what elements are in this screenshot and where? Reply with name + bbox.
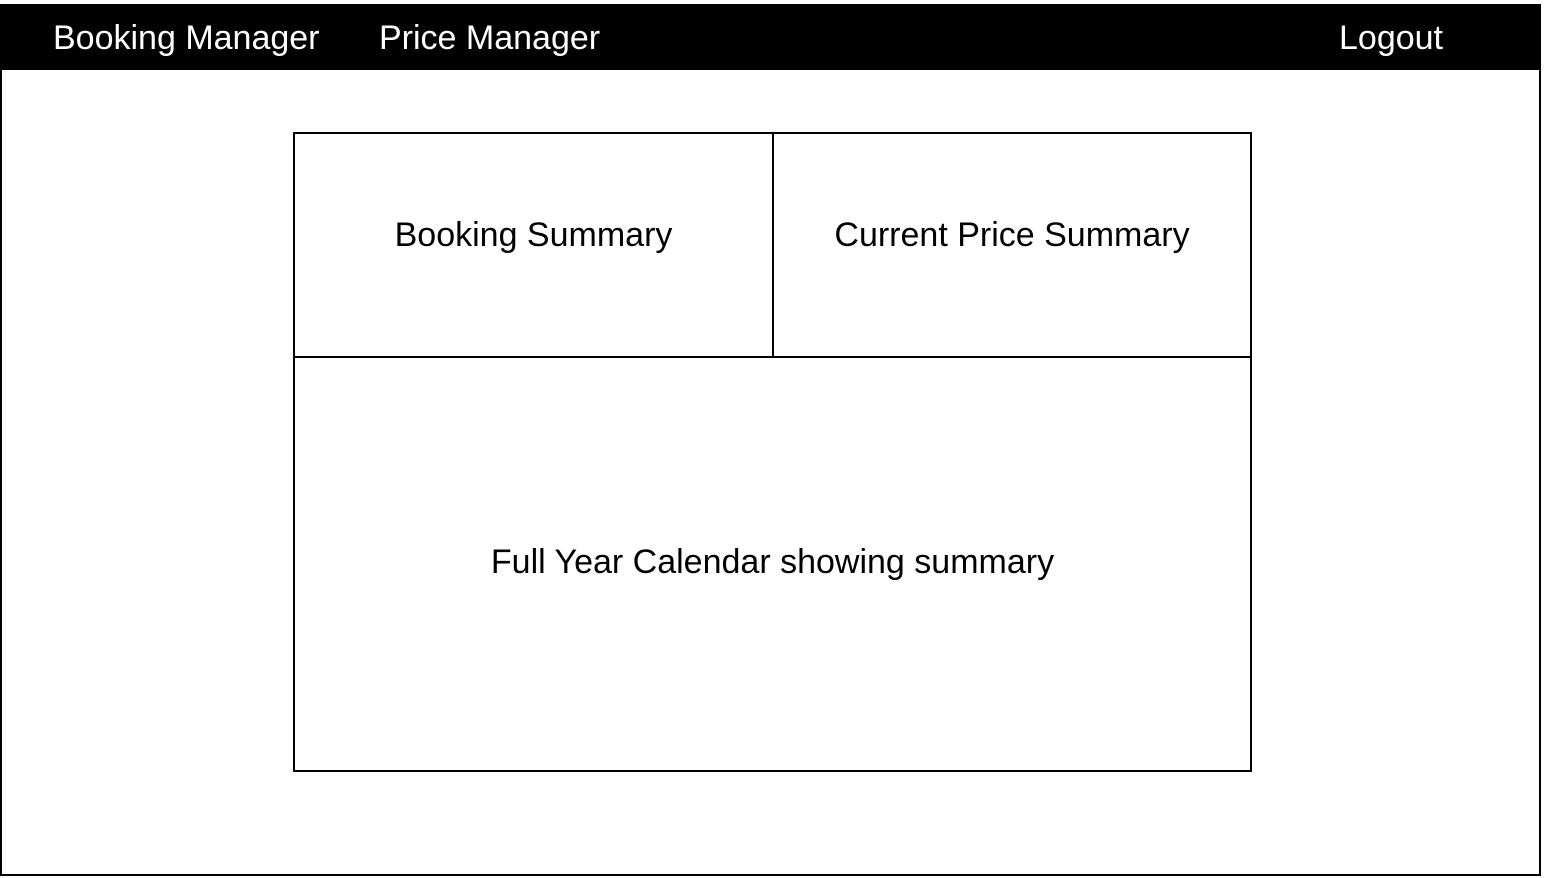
- full-year-calendar-panel: Full Year Calendar showing summary: [293, 356, 1252, 772]
- current-price-summary-panel: Current Price Summary: [772, 132, 1252, 358]
- nav-booking-manager[interactable]: Booking Manager: [53, 19, 320, 57]
- booking-summary-panel: Booking Summary: [293, 132, 774, 358]
- top-navbar: Booking Manager Price Manager Logout: [2, 6, 1539, 70]
- current-price-summary-label: Current Price Summary: [834, 215, 1190, 254]
- logout-link[interactable]: Logout: [1339, 19, 1443, 57]
- app-window: Booking Manager Price Manager Logout Boo…: [0, 4, 1541, 876]
- nav-price-manager[interactable]: Price Manager: [379, 19, 601, 57]
- booking-summary-label: Booking Summary: [394, 215, 673, 254]
- full-year-calendar-label: Full Year Calendar showing summary: [490, 542, 1055, 581]
